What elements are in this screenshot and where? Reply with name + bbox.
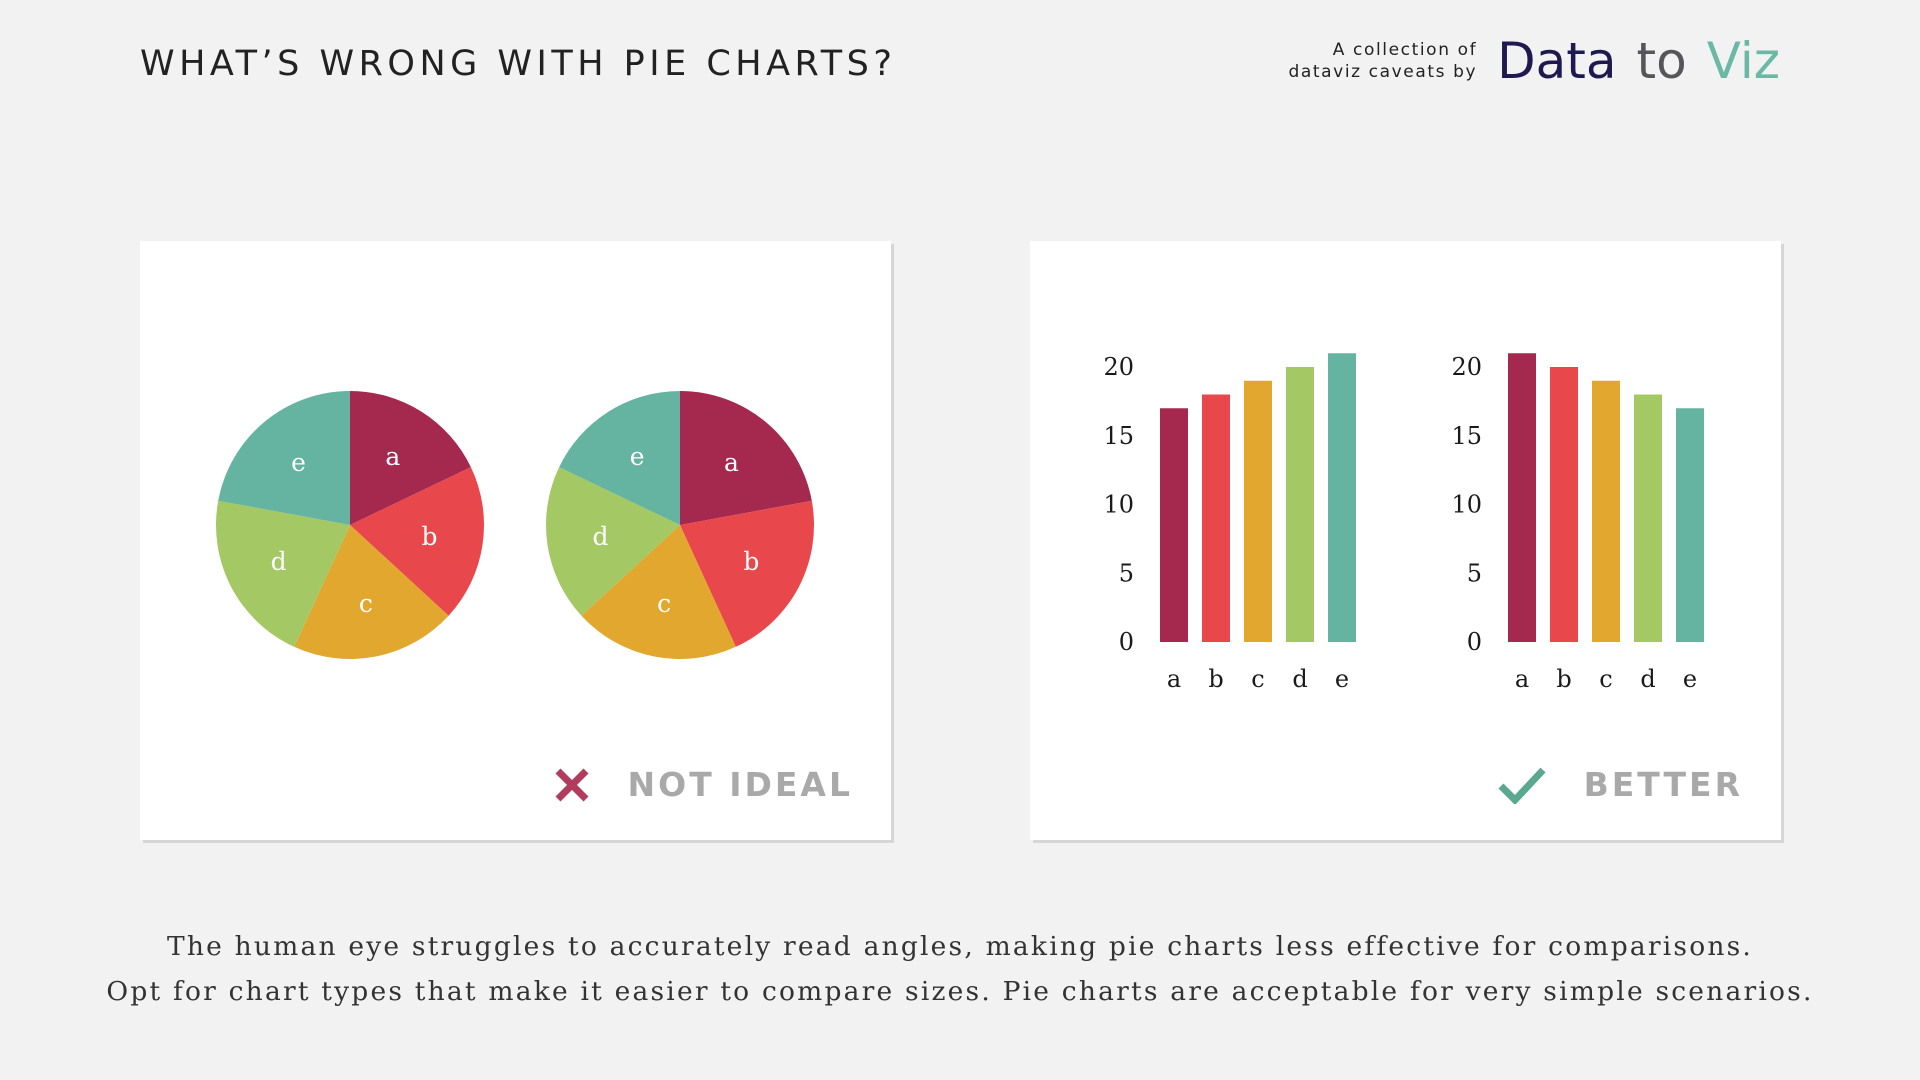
pie-slice-a bbox=[350, 391, 471, 525]
y-tick-label: 0 bbox=[1467, 628, 1482, 656]
better-label: BETTER bbox=[1583, 765, 1743, 804]
x-tick-label-a: a bbox=[1167, 665, 1181, 693]
x-tick-label-c: c bbox=[1599, 665, 1612, 693]
pie-chart-2: a b c d e bbox=[546, 391, 814, 659]
caption: The human eye struggles to accurately re… bbox=[0, 924, 1920, 1014]
pie-slice-label-d: d bbox=[271, 547, 287, 576]
cross-icon bbox=[555, 768, 589, 801]
brand-caption-line2: dataviz caveats by bbox=[1288, 62, 1478, 82]
x-tick-label-b: b bbox=[1556, 665, 1571, 693]
bar-chart-4: 0 5 10 15 20 a b c d e bbox=[1451, 353, 1704, 693]
y-tick-label: 5 bbox=[1119, 559, 1134, 587]
caption-line1: The human eye struggles to accurately re… bbox=[166, 931, 1754, 962]
pie-slice-label-a: a bbox=[385, 442, 400, 471]
y-tick-label: 20 bbox=[1451, 353, 1482, 381]
brand-caption: A collection of dataviz caveats by bbox=[1288, 39, 1477, 83]
y-tick-label: 0 bbox=[1119, 628, 1134, 656]
pie-slice-d bbox=[546, 467, 680, 616]
y-tick-label: 20 bbox=[1103, 353, 1134, 381]
pie-slice-label-e: e bbox=[291, 448, 306, 477]
bar-b bbox=[1202, 394, 1230, 642]
data-to-viz-logo[interactable]: Data to Viz bbox=[1497, 32, 1780, 90]
not-ideal-verdict: NOT IDEAL bbox=[554, 765, 853, 804]
better-card: 0 5 10 15 20 a b c d e 0 5 10 15 20 a b c d e BETTER bbox=[1030, 241, 1781, 840]
y-tick-label: 10 bbox=[1103, 491, 1134, 519]
x-tick-label-e: e bbox=[1335, 665, 1349, 693]
bar-d bbox=[1634, 394, 1662, 642]
bar-a bbox=[1160, 408, 1188, 642]
x-tick-label-d: d bbox=[1640, 665, 1655, 693]
page-title: WHAT’S WRONG WITH PIE CHARTS? bbox=[140, 44, 897, 84]
y-tick-label: 10 bbox=[1451, 491, 1482, 519]
pie-slice-c bbox=[581, 525, 736, 659]
pie-slice-label-a: a bbox=[724, 448, 739, 477]
caption-line2: Opt for chart types that make it easier … bbox=[106, 976, 1814, 1007]
better-verdict: BETTER bbox=[1498, 765, 1743, 804]
pie-slice-d bbox=[216, 500, 350, 647]
pie-slice-e bbox=[559, 391, 680, 525]
pie-slice-a bbox=[680, 391, 812, 525]
pie-slice-e bbox=[218, 391, 350, 525]
bar-b bbox=[1550, 367, 1578, 642]
bar-c bbox=[1244, 380, 1272, 642]
y-tick-label: 15 bbox=[1103, 422, 1134, 450]
pie-slice-label-b: b bbox=[422, 522, 438, 551]
pie-slice-b bbox=[350, 467, 484, 616]
bar-a bbox=[1508, 353, 1536, 642]
y-tick-label: 15 bbox=[1451, 422, 1482, 450]
pie-slice-label-d: d bbox=[592, 522, 608, 551]
pie-slice-label-e: e bbox=[630, 442, 645, 471]
not-ideal-label: NOT IDEAL bbox=[627, 765, 853, 804]
pie-slice-label-c: c bbox=[359, 589, 373, 618]
pie-chart-1: a b c d e bbox=[216, 391, 484, 659]
bar-chart-3: 0 5 10 15 20 a b c d e bbox=[1103, 353, 1356, 693]
brand-caption-line1: A collection of bbox=[1332, 40, 1478, 60]
x-tick-label-a: a bbox=[1515, 665, 1529, 693]
bar-d bbox=[1286, 367, 1314, 642]
logo-word-to: to bbox=[1636, 32, 1687, 90]
y-tick-label: 5 bbox=[1467, 559, 1482, 587]
x-tick-label-b: b bbox=[1208, 665, 1223, 693]
x-tick-label-c: c bbox=[1251, 665, 1264, 693]
bar-c bbox=[1592, 380, 1620, 642]
x-tick-label-e: e bbox=[1683, 665, 1697, 693]
logo-word-viz: Viz bbox=[1706, 32, 1780, 90]
pie-charts: a b c d e a b c d e bbox=[216, 391, 814, 659]
pie-slice-label-c: c bbox=[657, 589, 671, 618]
logo-word-data: Data bbox=[1497, 32, 1617, 90]
bar-e bbox=[1328, 353, 1356, 642]
brand: A collection of dataviz caveats by Data … bbox=[1288, 32, 1780, 90]
pie-slice-b bbox=[680, 500, 814, 647]
bar-e bbox=[1676, 408, 1704, 642]
check-icon bbox=[1498, 767, 1546, 804]
pie-slice-c bbox=[294, 525, 449, 659]
pie-slice-label-b: b bbox=[743, 547, 759, 576]
x-tick-label-d: d bbox=[1292, 665, 1307, 693]
not-ideal-card: a b c d e a b c d e NOT IDEAL bbox=[140, 241, 891, 840]
